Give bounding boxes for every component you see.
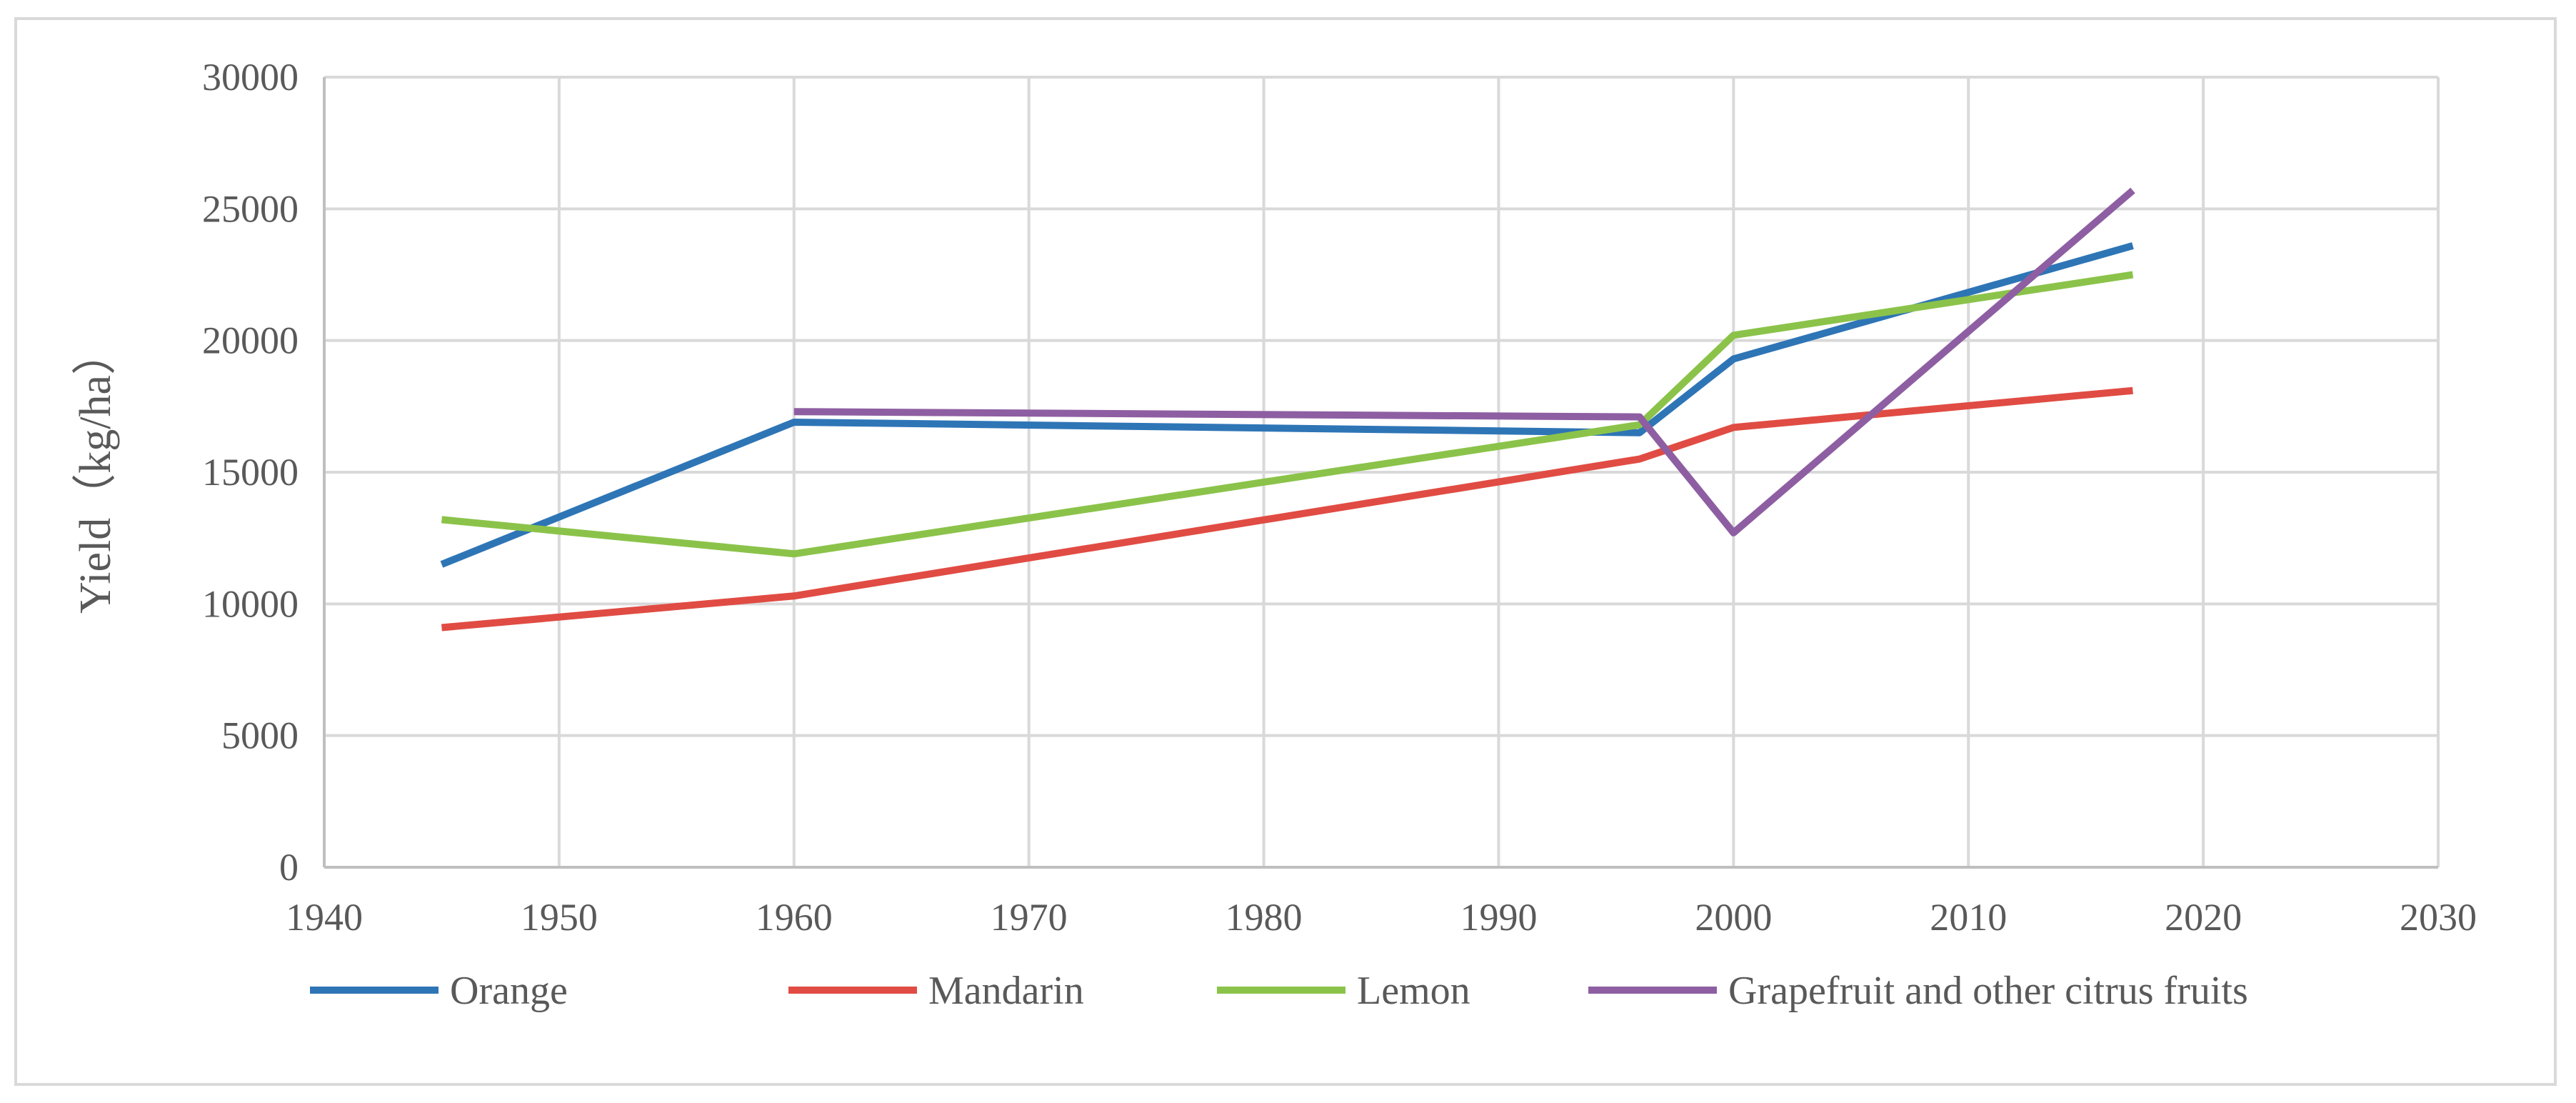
x-tick-label: 2020	[2165, 896, 2242, 939]
legend-label-lemon: Lemon	[1357, 969, 1470, 1013]
x-tick-label: 2010	[1930, 896, 2007, 939]
legend-label-mandarin: Mandarin	[928, 969, 1084, 1013]
x-tick-label: 2030	[2400, 896, 2477, 939]
y-tick-label: 5000	[221, 714, 299, 757]
x-tick-label: 1960	[756, 896, 833, 939]
x-tick-label: 1950	[521, 896, 598, 939]
y-tick-label: 20000	[202, 319, 299, 362]
legend-label-grapefruit-and-other-citrus-fruits: Grapefruit and other citrus fruits	[1728, 969, 2248, 1013]
y-tick-label: 10000	[202, 582, 299, 625]
series-layer	[440, 187, 2135, 632]
y-axis-title: Yield（kg/ha）	[71, 331, 120, 614]
series-line-lemon	[441, 271, 2134, 558]
line-chart: 1940 1950 1960 1970 1980 1990 2000 2010 2020 2030…	[71, 56, 2477, 1013]
y-tick-label: 30000	[202, 56, 299, 99]
axis-layer: 1940 1950 1960 1970 1980 1990 2000 2010 2020 2030…	[71, 56, 2477, 939]
x-tick-label: 1970	[991, 896, 1068, 939]
y-tick-label: 15000	[202, 451, 299, 494]
x-tick-label: 1990	[1460, 896, 1537, 939]
x-tick-label: 2000	[1695, 896, 1772, 939]
series-line-orange	[440, 242, 2134, 568]
chart-frame: 1940 1950 1960 1970 1980 1990 2000 2010 2020 2030…	[14, 17, 2557, 1086]
legend-layer: Orange Mandarin Lemon Grapefruit and other …	[310, 969, 2248, 1013]
y-tick-label: 0	[279, 846, 299, 889]
x-tick-label: 1980	[1226, 896, 1303, 939]
grid-layer	[324, 76, 2440, 867]
y-tick-label: 25000	[202, 187, 299, 230]
series-line-grapefruit-and-other-citrus-fruits	[793, 187, 2135, 536]
legend-label-orange: Orange	[450, 969, 568, 1013]
x-tick-label: 1940	[286, 896, 363, 939]
